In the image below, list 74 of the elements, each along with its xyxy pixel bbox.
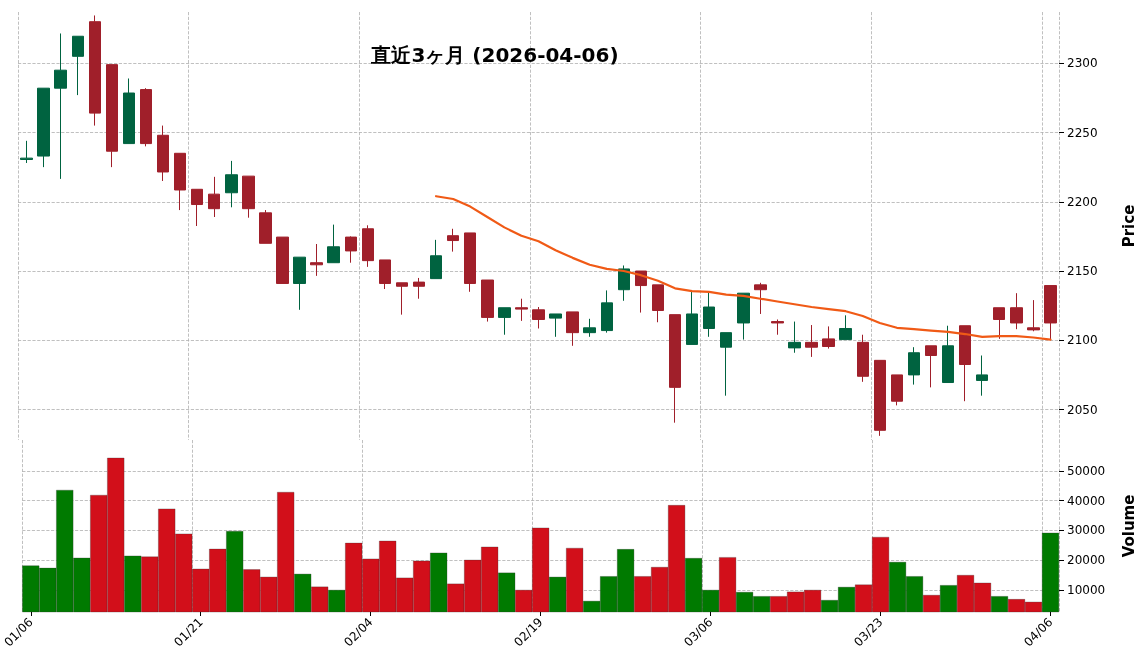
y-tick-label: 40000 <box>1067 493 1106 508</box>
y-tick-label: 2100 <box>1067 333 1098 348</box>
candlestick <box>822 325 835 350</box>
candlestick <box>1010 292 1023 330</box>
candlestick <box>1027 299 1040 332</box>
y-tick-label: 10000 <box>1067 582 1106 597</box>
y-tick-label: 30000 <box>1067 523 1106 538</box>
candlestick <box>686 291 698 345</box>
candlestick <box>925 345 937 388</box>
candlestick <box>532 306 545 329</box>
candlestick <box>362 224 374 268</box>
y-tick-label: 50000 <box>1067 463 1106 478</box>
candlestick <box>976 355 988 397</box>
candlestick <box>549 313 562 338</box>
y-axis-title: Volume <box>1119 494 1138 558</box>
candlestick <box>276 236 289 284</box>
candlestick <box>601 289 613 334</box>
candlestick <box>447 228 459 253</box>
candlestick <box>157 125 169 182</box>
candlestick <box>583 318 596 338</box>
y-tick-label: 2050 <box>1067 402 1098 417</box>
candlestick <box>191 188 203 227</box>
y-tick-label: 2150 <box>1067 264 1098 279</box>
candlestick <box>908 346 920 386</box>
candlestick <box>857 334 869 383</box>
candlestick <box>225 160 238 208</box>
line-series <box>435 195 1052 341</box>
candlestick <box>993 307 1005 340</box>
candlestick <box>259 209 272 244</box>
candlestick <box>293 256 306 311</box>
candlestick <box>652 284 664 323</box>
candlestick <box>379 259 391 290</box>
y-tick-label: 2250 <box>1067 125 1098 140</box>
candlestick <box>89 14 101 127</box>
y-tick-label: 2200 <box>1067 194 1098 209</box>
candlestick <box>891 374 903 406</box>
candlestick <box>72 35 84 96</box>
candlestick <box>771 319 784 336</box>
candlestick <box>805 324 818 358</box>
candlestick <box>1044 285 1057 341</box>
candlestick <box>959 325 971 402</box>
candlestick <box>54 32 67 180</box>
y-tick-label: 2300 <box>1067 56 1098 71</box>
candlestick <box>669 314 681 424</box>
candlestick <box>310 243 323 277</box>
candlestick <box>413 277 425 300</box>
candlestick <box>430 239 442 280</box>
candlestick <box>515 298 528 322</box>
candlestick <box>737 292 750 341</box>
candlestick <box>788 321 801 354</box>
candlestick <box>123 77 135 145</box>
text: 直近3ヶ月 (2026-04-06) <box>370 43 619 67</box>
candlestick <box>242 175 255 219</box>
candlestick <box>174 152 186 211</box>
candlestick <box>464 232 476 293</box>
candlestick <box>481 279 494 323</box>
candlestick <box>874 359 886 437</box>
candlestick <box>839 314 852 341</box>
candlestick <box>327 224 340 264</box>
candlestick <box>498 307 511 336</box>
candlestick <box>345 235 357 264</box>
candlestick <box>140 87 152 147</box>
y-tick-label: 20000 <box>1067 553 1106 568</box>
candlestick <box>106 64 118 168</box>
candlestick <box>754 282 767 315</box>
candlestick <box>37 87 50 168</box>
candlestick <box>396 282 408 316</box>
candlestick <box>942 325 954 384</box>
y-axis-title: Price <box>1119 204 1138 248</box>
candlestick <box>720 332 732 397</box>
candlestick <box>20 140 33 164</box>
candlestick <box>566 311 579 347</box>
candlestick <box>703 291 715 338</box>
candlestick <box>208 176 220 218</box>
